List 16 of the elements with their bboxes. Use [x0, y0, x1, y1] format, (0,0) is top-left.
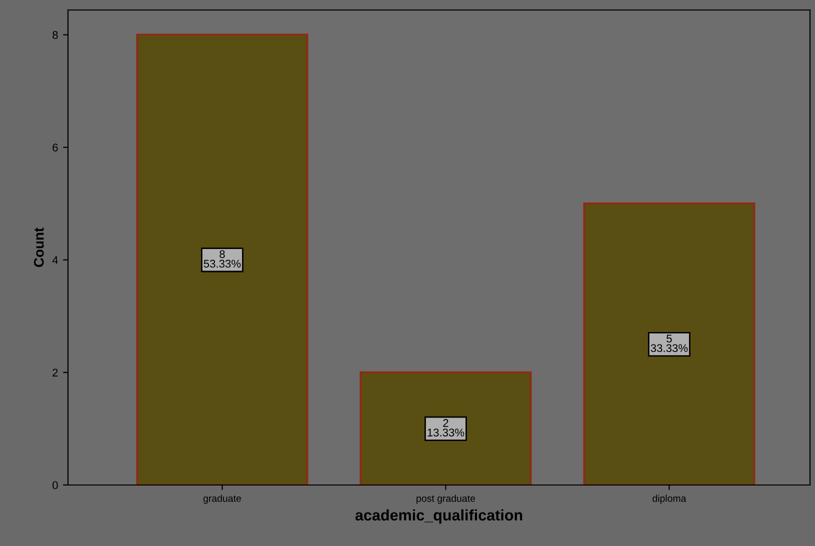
- bar: [360, 371, 532, 485]
- bar: [583, 202, 756, 485]
- x-tick-label: diploma: [652, 494, 686, 504]
- x-tick-label: graduate: [203, 494, 241, 504]
- y-tick-label: 0: [52, 481, 58, 490]
- y-tick-label: 2: [52, 368, 58, 376]
- data-label: 8 53.33%: [204, 250, 241, 268]
- data-label: 2 13.33%: [428, 419, 464, 436]
- x-tick-label: post graduate: [416, 494, 476, 504]
- y-tick-label: 6: [52, 144, 58, 152]
- bar: [136, 34, 308, 485]
- y-axis-title: Count: [34, 228, 44, 267]
- data-label: 5 33.33%: [650, 334, 688, 352]
- y-tick-label: 8: [52, 31, 58, 39]
- y-tick-label: 4: [52, 256, 58, 264]
- x-axis-title: academic_qualification: [355, 509, 522, 524]
